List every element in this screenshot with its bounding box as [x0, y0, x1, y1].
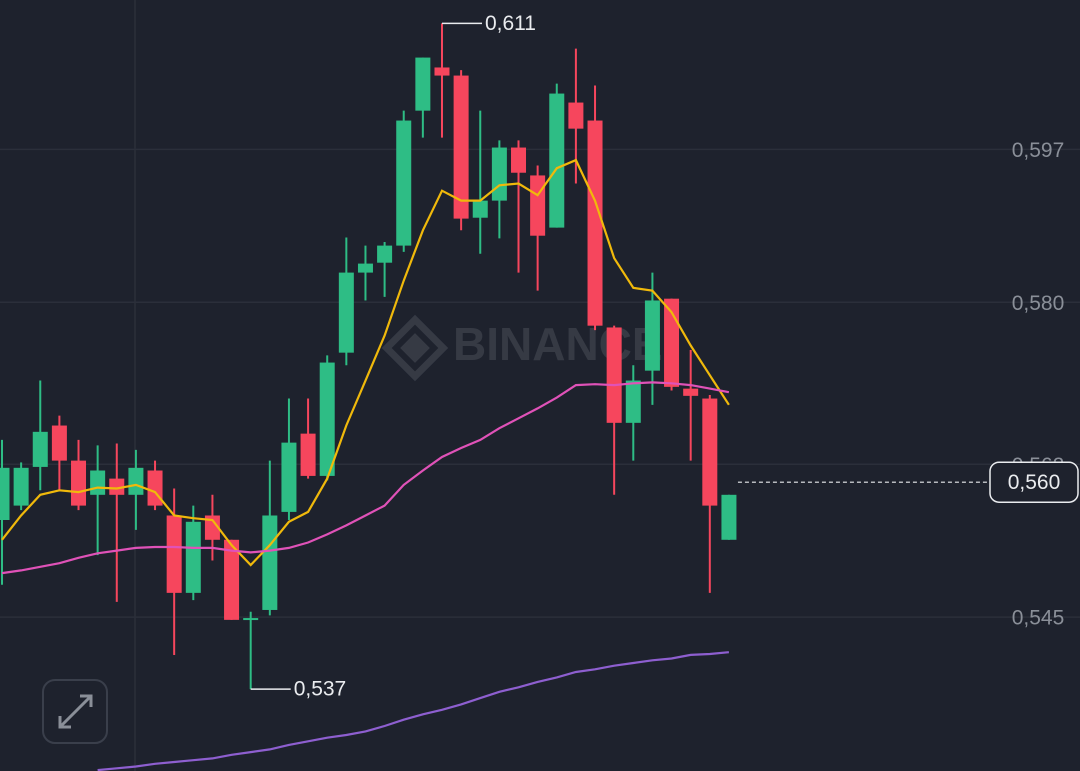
y-tick-label: 0,527: [1012, 769, 1065, 771]
candle-body: [300, 433, 316, 476]
candle-body: [128, 467, 144, 495]
candle-body: [549, 93, 565, 228]
candle-body: [319, 362, 335, 476]
candle-body: [204, 515, 220, 540]
candle-body: [625, 380, 641, 423]
candle-body: [32, 431, 48, 467]
candle-body: [224, 539, 240, 620]
expand-button[interactable]: [42, 679, 108, 744]
candle-body: [491, 147, 507, 201]
candle-body: [0, 467, 10, 520]
annotation-label: 0,537: [294, 678, 347, 701]
candle-body: [453, 75, 469, 219]
candle-body: [338, 272, 354, 353]
candle-body: [185, 521, 201, 593]
candle-body: [281, 442, 297, 512]
moving-average-line: [1, 158, 730, 567]
candle-body: [511, 147, 527, 173]
candle-body: [262, 515, 278, 610]
candle-body: [721, 494, 737, 540]
candle-body: [702, 398, 718, 506]
candle-body: [606, 327, 622, 423]
annotation-label: 0,611: [485, 12, 536, 35]
candle-body: [396, 120, 412, 246]
y-tick-label: 0,597: [1012, 139, 1065, 162]
watermark: BINANCE: [453, 318, 663, 370]
candle-body: [587, 120, 603, 326]
candle-body: [147, 470, 163, 506]
last-price-box: [989, 461, 1079, 503]
candle-body: [243, 618, 259, 621]
candle-body: [357, 263, 373, 273]
candle-body: [109, 478, 125, 495]
candle-body: [90, 470, 106, 495]
candle-body: [51, 425, 67, 461]
candle-body: [683, 388, 699, 396]
candle-body: [472, 200, 488, 218]
candle-body: [415, 57, 431, 111]
candle-body: [166, 515, 182, 593]
watermark-logo: [381, 314, 449, 382]
candle-body: [377, 245, 393, 263]
y-tick-label: 0,580: [1012, 292, 1065, 315]
moving-average-line: [1, 381, 730, 575]
candle-body: [71, 460, 87, 506]
candle-body: [434, 67, 450, 76]
candle-body: [530, 175, 546, 236]
y-tick-label: 0,545: [1012, 607, 1065, 630]
candle-body: [13, 467, 29, 506]
candle-body: [568, 102, 584, 129]
last-price-label: 0,560: [1008, 471, 1061, 494]
moving-average-line: [97, 651, 730, 771]
candle-body: [644, 300, 660, 371]
